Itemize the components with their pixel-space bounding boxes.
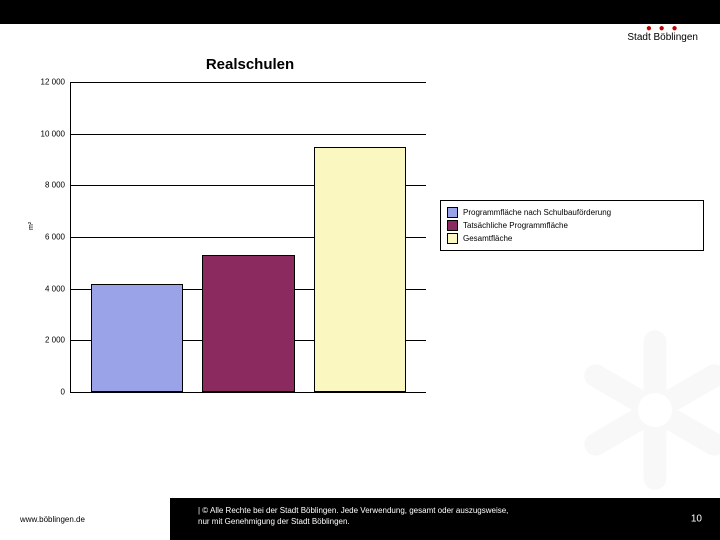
y-tick-label: 6 000 [45, 233, 65, 242]
chart-bar [314, 147, 406, 392]
grid-line [71, 82, 426, 83]
legend-label: Gesamtfläche [463, 234, 512, 243]
y-tick-label: 4 000 [45, 284, 65, 293]
y-tick-label: 2 000 [45, 336, 65, 345]
legend-swatch [447, 233, 458, 244]
chart-title: Realschulen [0, 56, 500, 73]
legend-item: Tatsächliche Programmfläche [447, 220, 697, 231]
grid-line [71, 392, 426, 393]
chart-bar [202, 255, 294, 392]
legend-swatch [447, 220, 458, 231]
y-tick-label: 8 000 [45, 181, 65, 190]
watermark-asterisk-icon [560, 315, 720, 510]
footer-dark-bar: | © Alle Rechte bei der Stadt Böblingen.… [170, 498, 720, 540]
slide: ● ● ● Stadt Böblingen Realschulen m² 02 … [0, 0, 720, 540]
legend-label: Programmfläche nach Schulbauförderung [463, 208, 611, 217]
legend-swatch [447, 207, 458, 218]
legend-item: Programmfläche nach Schulbauförderung [447, 207, 697, 218]
chart-plot-area: 02 0004 0006 0008 00010 00012 000 [70, 82, 426, 393]
chart-bar [91, 284, 183, 393]
top-black-bar [0, 0, 720, 24]
footer-page-number: 10 [691, 514, 702, 525]
grid-line [71, 134, 426, 135]
footer-copyright-line1: | © Alle Rechte bei der Stadt Böblingen.… [198, 506, 508, 515]
footer-copyright: | © Alle Rechte bei der Stadt Böblingen.… [198, 506, 508, 528]
legend-label: Tatsächliche Programmfläche [463, 221, 568, 230]
y-tick-label: 0 [61, 388, 65, 397]
brand-logo: ● ● ● Stadt Böblingen [627, 26, 698, 43]
chart-legend: Programmfläche nach Schulbauförderung Tat… [440, 200, 704, 251]
y-axis-label: m² [28, 222, 35, 230]
footer: www.böblingen.de | © Alle Rechte bei der… [0, 498, 720, 540]
footer-copyright-line2: nur mit Genehmigung der Stadt Böblingen. [198, 517, 350, 526]
y-tick-label: 10 000 [41, 129, 65, 138]
brand-name: Stadt Böblingen [627, 32, 698, 43]
footer-url: www.böblingen.de [0, 515, 170, 524]
legend-item: Gesamtfläche [447, 233, 697, 244]
y-tick-label: 12 000 [41, 78, 65, 87]
